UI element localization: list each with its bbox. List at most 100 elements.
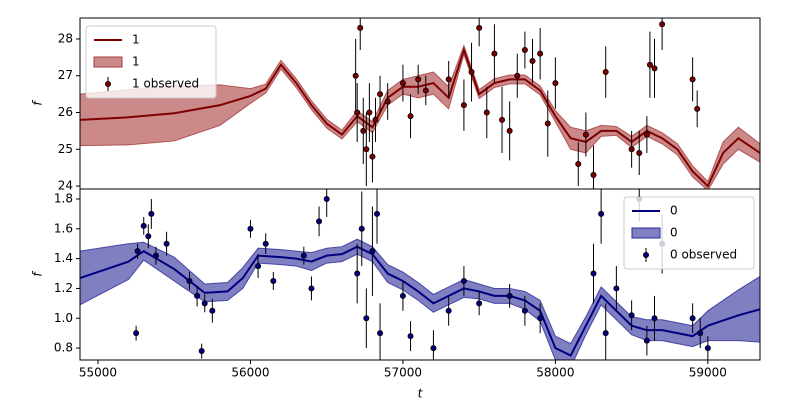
observed-point	[651, 315, 658, 322]
observed-point	[270, 277, 277, 284]
legend-swatch	[643, 251, 650, 258]
y-axis-label: f	[31, 271, 45, 277]
y-tick-label: 1.6	[54, 221, 73, 235]
observed-point	[697, 330, 704, 337]
observed-point	[363, 146, 370, 153]
y-tick-label: 24	[58, 179, 73, 193]
observed-point	[358, 225, 365, 232]
observed-point	[499, 116, 506, 123]
observed-point	[352, 72, 359, 79]
observed-point	[445, 307, 452, 314]
observed-point	[422, 87, 429, 94]
observed-point	[659, 21, 666, 28]
observed-point	[628, 312, 635, 319]
legend-label: 1 observed	[132, 77, 199, 91]
plot-area	[80, 18, 760, 189]
observed-point	[133, 330, 140, 337]
observed-point	[194, 292, 201, 299]
observed-point	[598, 210, 605, 217]
observed-point	[300, 252, 307, 259]
y-axis-label: f	[31, 100, 45, 106]
observed-point	[602, 330, 609, 337]
observed-point	[521, 307, 528, 314]
x-tick-label: 56000	[231, 366, 269, 380]
observed-point	[476, 300, 483, 307]
observed-point	[460, 277, 467, 284]
x-tick-label: 58000	[536, 366, 574, 380]
observed-point	[636, 149, 643, 156]
observed-point	[613, 285, 620, 292]
observed-point	[201, 300, 208, 307]
observed-point	[590, 270, 597, 277]
observed-point	[537, 315, 544, 322]
plot-area	[80, 189, 760, 360]
observed-point	[366, 109, 373, 116]
observed-point	[689, 315, 696, 322]
observed-point	[247, 225, 254, 232]
observed-point	[363, 315, 370, 322]
legend-swatch	[93, 56, 123, 68]
observed-point	[399, 80, 406, 87]
observed-point	[694, 105, 701, 112]
observed-point	[308, 285, 315, 292]
observed-point	[521, 46, 528, 53]
observed-point	[354, 109, 361, 116]
observed-point	[316, 218, 323, 225]
observed-point	[643, 337, 650, 344]
observed-point	[460, 102, 467, 109]
observed-point	[148, 210, 155, 217]
observed-point	[506, 127, 513, 134]
observed-point	[537, 50, 544, 57]
observed-point	[689, 76, 696, 83]
observed-point	[262, 240, 269, 247]
y-tick-label: 26	[58, 105, 73, 119]
observed-point	[514, 72, 521, 79]
observed-point	[529, 58, 536, 65]
observed-point	[468, 69, 475, 76]
observed-point	[134, 248, 141, 255]
observed-point	[552, 80, 559, 87]
y-tick-label: 25	[58, 142, 73, 156]
legend-label: 1	[132, 55, 140, 69]
x-tick-label: 55000	[79, 366, 117, 380]
observed-point	[377, 91, 384, 98]
y-tick-label: 1.8	[54, 191, 73, 205]
observed-point	[198, 348, 205, 355]
observed-point	[544, 120, 551, 127]
observed-point	[491, 50, 498, 57]
observed-point	[506, 292, 513, 299]
observed-point	[374, 210, 381, 217]
y-tick-label: 0.8	[54, 341, 73, 355]
legend-swatch	[631, 227, 661, 239]
observed-point	[415, 76, 422, 83]
observed-point	[643, 131, 650, 138]
observed-point	[399, 292, 406, 299]
observed-point	[152, 252, 159, 259]
observed-point	[354, 270, 361, 277]
legend-label: 0	[670, 226, 678, 240]
observed-point	[407, 113, 414, 120]
observed-point	[602, 69, 609, 76]
legend-box	[85, 25, 217, 99]
observed-point	[590, 172, 597, 179]
legend-label: 0 observed	[670, 248, 737, 262]
observed-point	[209, 307, 216, 314]
observed-point	[357, 24, 364, 31]
observed-point	[582, 131, 589, 138]
observed-point	[369, 153, 376, 160]
observed-point	[646, 61, 653, 68]
y-tick-label: 1.2	[54, 281, 73, 295]
axes-frame	[79, 188, 761, 361]
x-tick-label: 57000	[384, 366, 422, 380]
observed-point	[476, 24, 483, 31]
observed-point	[430, 345, 437, 352]
observed-point	[628, 146, 635, 153]
observed-point	[255, 263, 262, 270]
observed-point	[140, 222, 147, 229]
x-tick-label: 59000	[689, 366, 727, 380]
confidence-band	[80, 238, 760, 360]
y-tick-label: 1.4	[54, 251, 73, 265]
legend-box	[623, 196, 755, 270]
legend-swatch	[105, 81, 112, 88]
